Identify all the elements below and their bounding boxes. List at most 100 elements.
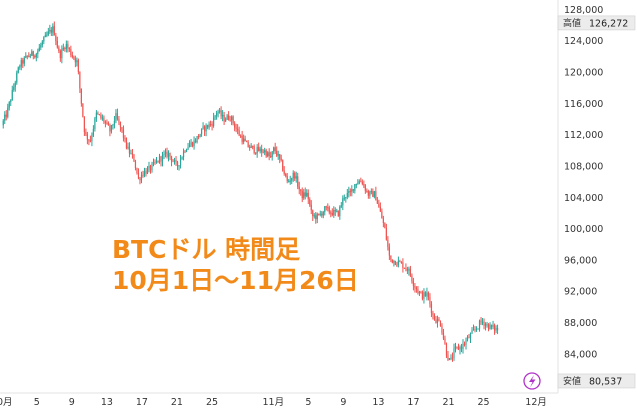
candle xyxy=(228,111,230,121)
candle xyxy=(255,152,257,155)
candle xyxy=(484,322,487,331)
candle xyxy=(429,293,431,308)
candle xyxy=(170,155,173,167)
candle xyxy=(28,52,30,58)
candle xyxy=(16,70,18,85)
candle xyxy=(420,290,422,294)
candle xyxy=(459,345,461,355)
candle xyxy=(113,116,116,129)
candle xyxy=(56,36,58,49)
candle xyxy=(237,124,239,135)
candle xyxy=(328,205,330,215)
candle xyxy=(346,188,348,200)
candle xyxy=(478,319,481,332)
candle xyxy=(40,42,42,51)
candle xyxy=(477,328,479,330)
candle xyxy=(148,161,150,173)
candle xyxy=(188,140,191,148)
candle xyxy=(155,156,158,164)
candle xyxy=(441,323,443,335)
candle xyxy=(444,335,446,345)
candle xyxy=(176,160,179,170)
candle xyxy=(200,128,203,137)
candle xyxy=(149,164,152,174)
candle xyxy=(142,170,144,178)
candle xyxy=(238,126,240,137)
candle xyxy=(445,342,448,359)
candle xyxy=(104,120,107,128)
candle xyxy=(211,121,213,131)
candle xyxy=(70,45,72,58)
candle xyxy=(333,206,335,218)
candle xyxy=(400,261,403,264)
candle xyxy=(181,156,183,160)
candle xyxy=(7,103,9,119)
candle xyxy=(65,40,67,53)
candle xyxy=(327,203,329,212)
candle xyxy=(357,179,359,185)
candle xyxy=(58,45,60,54)
candle xyxy=(253,144,255,155)
candle xyxy=(481,318,484,326)
candle xyxy=(355,183,357,189)
x-tick-label: 25 xyxy=(206,397,218,408)
candle xyxy=(396,261,398,268)
candle xyxy=(403,267,406,269)
candle xyxy=(472,324,475,331)
candle xyxy=(412,277,415,291)
candle xyxy=(214,114,216,121)
x-tick-label: 13 xyxy=(101,397,113,408)
candle xyxy=(190,138,192,147)
candle xyxy=(489,322,491,330)
candle xyxy=(82,103,84,118)
candle xyxy=(26,55,28,60)
candle xyxy=(23,56,25,67)
candle xyxy=(44,32,46,38)
candle xyxy=(61,45,63,64)
candle xyxy=(369,190,371,199)
candle xyxy=(378,199,380,208)
high-badge: 高値 126,272 xyxy=(557,15,636,31)
candle xyxy=(143,167,146,178)
candle xyxy=(352,189,354,194)
candle xyxy=(370,188,372,195)
candle xyxy=(247,140,249,148)
candle xyxy=(85,128,87,137)
chart-caption-line2: 10月1日～11月26日 xyxy=(112,266,359,295)
candle xyxy=(157,160,159,163)
candle xyxy=(250,143,252,148)
candle xyxy=(202,122,204,130)
candle xyxy=(80,88,82,107)
candle xyxy=(163,150,165,160)
candle xyxy=(292,170,294,182)
candle xyxy=(379,202,381,213)
y-tick-label: 108,000 xyxy=(564,161,603,172)
candle xyxy=(286,172,288,184)
candle xyxy=(283,166,285,176)
candle xyxy=(20,57,22,71)
candle xyxy=(43,36,45,45)
candle xyxy=(427,291,430,301)
candle xyxy=(294,171,296,182)
candle xyxy=(158,153,161,164)
candle xyxy=(8,101,10,111)
x-tick-label: 10月 xyxy=(0,397,13,408)
y-tick-label: 88,000 xyxy=(564,318,597,329)
candle xyxy=(225,117,227,123)
candle xyxy=(273,146,275,155)
candle xyxy=(289,175,291,185)
candle xyxy=(194,138,197,144)
x-tick-label: 17 xyxy=(136,397,148,408)
candle xyxy=(475,326,478,332)
candle xyxy=(109,123,111,137)
lightning-icon[interactable] xyxy=(523,372,541,390)
y-tick-label: 112,000 xyxy=(564,130,603,141)
candle xyxy=(52,23,54,37)
low-badge: 安値 80,537 xyxy=(557,373,636,389)
candle xyxy=(25,52,27,59)
candle xyxy=(231,115,233,126)
candle xyxy=(433,313,436,321)
candle xyxy=(405,263,407,272)
candle xyxy=(394,260,396,266)
